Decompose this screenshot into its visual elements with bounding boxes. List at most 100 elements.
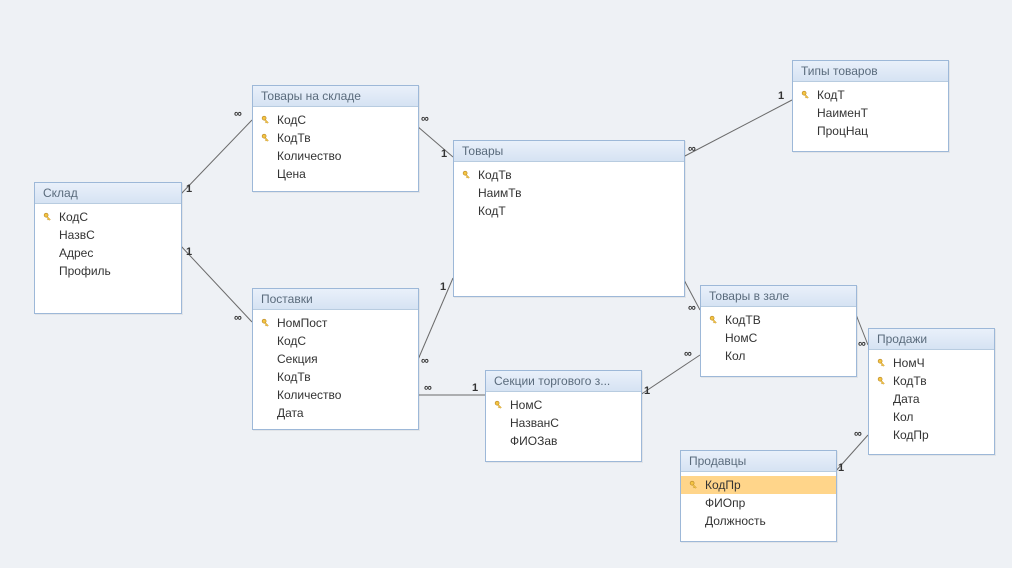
field-name: НомС bbox=[506, 397, 542, 413]
field-name: Дата bbox=[889, 391, 920, 407]
primary-key-icon bbox=[259, 318, 273, 328]
cardinality-label: ∞ bbox=[858, 338, 866, 350]
table-title: Поставки bbox=[261, 292, 313, 306]
field-name: КодТ bbox=[474, 203, 506, 219]
table-tipy[interactable]: Типы товаров КодТНаименТПроцНац bbox=[792, 60, 949, 152]
field-row[interactable]: КодТв bbox=[253, 368, 418, 386]
table-fields: НомЧКодТвДатаКолКодПр bbox=[869, 350, 994, 450]
cardinality-label: ∞ bbox=[854, 428, 862, 440]
field-row[interactable]: КодС bbox=[35, 208, 181, 226]
field-name: КодС bbox=[273, 112, 306, 128]
field-row[interactable]: Кол bbox=[701, 347, 856, 365]
table-sklad[interactable]: Склад КодС НазвСАдресПрофиль bbox=[34, 182, 182, 314]
table-header[interactable]: Секции торгового з... bbox=[486, 371, 641, 392]
table-fields: КодПр ФИОпр Должность bbox=[681, 472, 836, 536]
cardinality-label: 1 bbox=[778, 90, 784, 102]
field-row[interactable]: НазванС bbox=[486, 414, 641, 432]
field-name: КодТв bbox=[273, 130, 311, 146]
field-name: Количество bbox=[273, 387, 341, 403]
cardinality-label: ∞ bbox=[421, 113, 429, 125]
field-name: КодС bbox=[55, 209, 88, 225]
field-name: НомС bbox=[721, 330, 757, 346]
field-row[interactable]: Кол bbox=[869, 408, 994, 426]
primary-key-icon bbox=[707, 315, 721, 325]
field-name: Должность bbox=[701, 513, 766, 529]
field-row[interactable]: НомС bbox=[701, 329, 856, 347]
field-row[interactable]: Количество bbox=[253, 386, 418, 404]
table-title: Товары на складе bbox=[261, 89, 361, 103]
table-title: Склад bbox=[43, 186, 78, 200]
field-name: Количество bbox=[273, 148, 341, 164]
table-header[interactable]: Продажи bbox=[869, 329, 994, 350]
field-row[interactable]: КодТв bbox=[869, 372, 994, 390]
table-fields: НомС НазванСФИОЗав bbox=[486, 392, 641, 456]
field-row[interactable]: КодТ bbox=[454, 202, 684, 220]
field-name: КодПр bbox=[701, 477, 741, 493]
table-header[interactable]: Товары на складе bbox=[253, 86, 418, 107]
table-postavki[interactable]: Поставки НомПостКодССекцияКодТвКоличество… bbox=[252, 288, 419, 430]
field-row[interactable]: НаимТв bbox=[454, 184, 684, 202]
relationship-line bbox=[640, 355, 700, 395]
field-row[interactable]: НазвС bbox=[35, 226, 181, 244]
field-row[interactable]: Должность bbox=[681, 512, 836, 530]
field-row[interactable]: КодТ bbox=[793, 86, 948, 104]
table-header[interactable]: Типы товаров bbox=[793, 61, 948, 82]
primary-key-icon bbox=[41, 212, 55, 222]
cardinality-label: 1 bbox=[441, 148, 447, 160]
field-row[interactable]: ПроцНац bbox=[793, 122, 948, 140]
field-name: КодС bbox=[273, 333, 306, 349]
field-row[interactable]: Адрес bbox=[35, 244, 181, 262]
field-name: ПроцНац bbox=[813, 123, 868, 139]
relationship-line bbox=[683, 278, 700, 310]
field-row[interactable]: НомПост bbox=[253, 314, 418, 332]
field-row[interactable]: КодПр bbox=[869, 426, 994, 444]
field-row[interactable]: КодС bbox=[253, 332, 418, 350]
table-header[interactable]: Поставки bbox=[253, 289, 418, 310]
table-tovary[interactable]: Товары КодТвНаимТвКодТ bbox=[453, 140, 685, 297]
field-row[interactable]: Профиль bbox=[35, 262, 181, 280]
table-header[interactable]: Товары bbox=[454, 141, 684, 162]
table-prodazhi[interactable]: Продажи НомЧКодТвДатаКолКодПр bbox=[868, 328, 995, 455]
cardinality-label: ∞ bbox=[684, 348, 692, 360]
table-fields: КодС КодТв КоличествоЦена bbox=[253, 107, 418, 189]
relationship-line bbox=[417, 126, 453, 157]
field-row[interactable]: Количество bbox=[253, 147, 418, 165]
field-row[interactable]: КодС bbox=[253, 111, 418, 129]
field-row[interactable]: Дата bbox=[869, 390, 994, 408]
table-prodavcy[interactable]: Продавцы КодПр ФИОпр Должность bbox=[680, 450, 837, 542]
field-row[interactable]: КодТв bbox=[253, 129, 418, 147]
field-name: НазванС bbox=[506, 415, 559, 431]
table-fields: КодС НазвСАдресПрофиль bbox=[35, 204, 181, 286]
field-name: КодТв bbox=[474, 167, 512, 183]
field-row[interactable]: НомС bbox=[486, 396, 641, 414]
table-header[interactable]: Склад bbox=[35, 183, 181, 204]
field-row[interactable]: КодПр bbox=[681, 476, 836, 494]
table-title: Товары в зале bbox=[709, 289, 789, 303]
field-row[interactable]: ФИОЗав bbox=[486, 432, 641, 450]
cardinality-label: ∞ bbox=[688, 302, 696, 314]
relationship-line bbox=[417, 278, 453, 362]
field-name: КодТВ bbox=[721, 312, 761, 328]
field-row[interactable]: Цена bbox=[253, 165, 418, 183]
field-name: ФИОпр bbox=[701, 495, 745, 511]
cardinality-label: 1 bbox=[472, 382, 478, 394]
field-row[interactable]: НомЧ bbox=[869, 354, 994, 372]
field-row[interactable]: КодТВ bbox=[701, 311, 856, 329]
field-row[interactable]: КодТв bbox=[454, 166, 684, 184]
table-title: Продажи bbox=[877, 332, 927, 346]
table-tovary_sklad[interactable]: Товары на складе КодС КодТв КоличествоЦена bbox=[252, 85, 419, 192]
er-diagram-canvas: 1∞1∞∞1∞1∞1∞11∞1∞1∞1∞СкладКодСНазвСАдресП… bbox=[0, 0, 1012, 568]
field-row[interactable]: Секция bbox=[253, 350, 418, 368]
table-header[interactable]: Товары в зале bbox=[701, 286, 856, 307]
table-sekcii[interactable]: Секции торгового з... НомС НазванСФИОЗав bbox=[485, 370, 642, 462]
field-name: НазвС bbox=[55, 227, 95, 243]
field-row[interactable]: ФИОпр bbox=[681, 494, 836, 512]
field-row[interactable]: Дата bbox=[253, 404, 418, 422]
cardinality-label: ∞ bbox=[688, 143, 696, 155]
table-header[interactable]: Продавцы bbox=[681, 451, 836, 472]
relationship-line bbox=[683, 100, 792, 157]
primary-key-icon bbox=[460, 170, 474, 180]
field-row[interactable]: НаименТ bbox=[793, 104, 948, 122]
cardinality-label: 1 bbox=[186, 246, 192, 258]
table-tovary_zal[interactable]: Товары в зале КодТВ НомСКол bbox=[700, 285, 857, 377]
